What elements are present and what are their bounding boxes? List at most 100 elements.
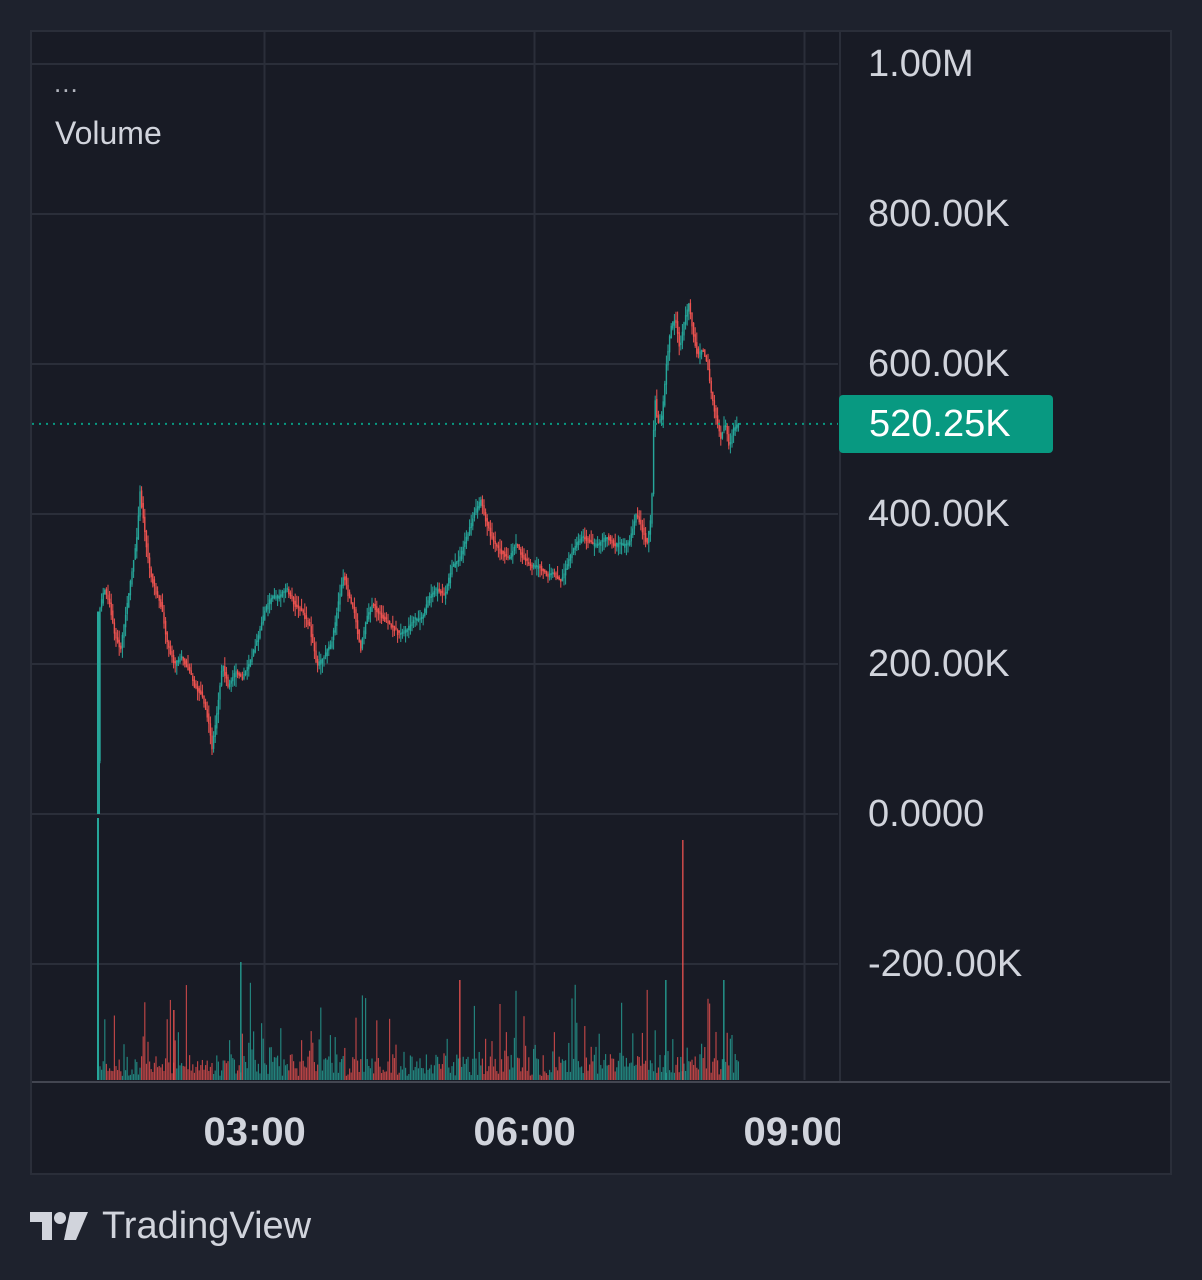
candle — [283, 591, 285, 594]
candle — [406, 629, 408, 632]
candle — [441, 590, 444, 594]
volume-bar — [584, 1026, 586, 1080]
y-tick-label: 600.00K — [868, 343, 1010, 385]
volume-bar — [360, 1059, 362, 1080]
candle — [595, 543, 597, 548]
volume-bar — [680, 1056, 682, 1080]
volume-bar — [409, 1055, 411, 1080]
volume-bar — [246, 1068, 248, 1080]
volume-bar — [536, 1058, 538, 1080]
volume-bar — [537, 1059, 539, 1080]
candle — [582, 535, 584, 538]
chart-frame[interactable] — [30, 30, 1172, 1175]
volume-bar — [289, 1054, 291, 1080]
candle — [497, 545, 500, 549]
candle — [256, 640, 258, 646]
volume-bar — [689, 1061, 691, 1080]
volume-bar — [147, 1041, 149, 1080]
volume-bar — [185, 985, 187, 1080]
volume-bar — [675, 1064, 677, 1080]
volume-bar — [589, 1064, 591, 1080]
candle — [640, 519, 642, 525]
volume-bar — [478, 1051, 480, 1080]
volume-bar — [197, 1061, 199, 1080]
candle — [395, 627, 397, 630]
volume-bar — [696, 1067, 698, 1080]
candle — [204, 701, 207, 710]
candle — [145, 530, 148, 548]
volume-bar — [702, 1058, 704, 1080]
volume-bar — [342, 1056, 344, 1080]
volume-bar — [113, 1015, 115, 1080]
candle — [182, 656, 184, 661]
volume-bar — [318, 1039, 320, 1080]
candle — [179, 658, 181, 663]
legend-menu-icon[interactable]: ... — [54, 68, 79, 98]
candle — [339, 593, 341, 605]
volume-bar — [707, 998, 709, 1080]
candle — [633, 521, 636, 529]
volume-bar — [389, 1018, 391, 1080]
volume-bar — [105, 1063, 107, 1080]
x-axis[interactable]: 03:00 06:00 09:00 — [32, 1084, 841, 1174]
candle — [587, 537, 589, 544]
volume-bar — [657, 1067, 659, 1080]
candle — [403, 630, 405, 634]
candle — [483, 505, 485, 515]
volume-bar — [569, 1071, 571, 1080]
candle — [336, 612, 338, 626]
volume-bar — [421, 1068, 423, 1080]
volume-bar — [390, 1072, 392, 1080]
candle — [420, 617, 423, 620]
candle — [486, 518, 488, 526]
volume-bar — [704, 1047, 706, 1080]
candle — [526, 558, 528, 561]
candle — [636, 515, 639, 518]
volume-bar — [142, 1036, 144, 1080]
tradingview-brand[interactable]: TradingView — [30, 1200, 311, 1252]
volume-bar — [552, 1051, 554, 1080]
candle — [577, 541, 580, 546]
volume-bar — [104, 1019, 106, 1080]
candle — [265, 605, 268, 611]
candle — [340, 584, 343, 596]
volume-bar — [177, 1032, 179, 1080]
candle — [371, 604, 373, 612]
candle — [502, 550, 504, 554]
candle — [566, 564, 568, 570]
candle — [620, 542, 623, 546]
volume-bar — [286, 1064, 288, 1080]
volume-bar — [117, 1070, 119, 1080]
y-tick-label: 400.00K — [868, 493, 1010, 535]
candle — [507, 556, 509, 559]
candle — [105, 589, 108, 595]
volume-bar — [304, 1066, 306, 1080]
volume-bar — [635, 1064, 637, 1080]
candle — [422, 614, 424, 619]
candle — [544, 569, 546, 573]
volume-bar — [643, 1063, 645, 1080]
volume-bar — [608, 1064, 610, 1080]
volume-bar — [617, 1060, 619, 1080]
volume-bar — [408, 1074, 410, 1080]
volume-bar — [672, 1039, 674, 1080]
volume-bar — [264, 1063, 266, 1080]
candle — [352, 602, 354, 608]
volume-bar — [395, 1044, 397, 1080]
candle — [616, 543, 618, 547]
candle — [120, 645, 122, 650]
candle — [315, 650, 317, 663]
candle — [500, 549, 503, 555]
volume-bar — [377, 1058, 379, 1080]
volume-bar — [145, 1063, 147, 1080]
volume-bar — [299, 1061, 301, 1080]
volume-bar — [560, 1062, 562, 1080]
candle — [300, 608, 303, 611]
volume-bar — [280, 1028, 282, 1080]
volume-bar — [713, 1058, 715, 1080]
volume-bar — [640, 1065, 642, 1080]
candle — [412, 620, 415, 623]
candle — [376, 606, 378, 612]
candle — [212, 735, 215, 749]
